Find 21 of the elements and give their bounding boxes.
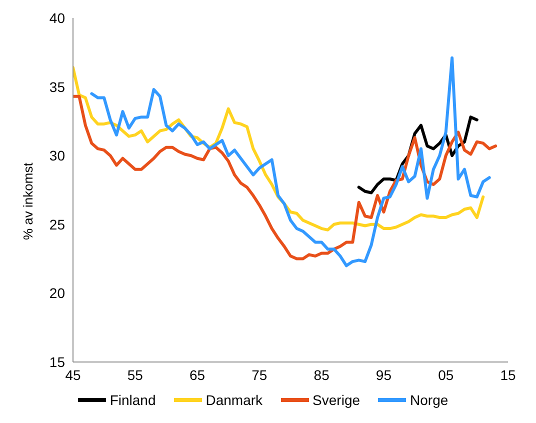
y-axis-title: % av inkomst [20,162,36,240]
legend-label: Norge [410,392,448,408]
x-tick-label: 05 [438,366,454,383]
y-tick-label: 40 [49,10,66,26]
x-tick-label: 55 [127,366,144,383]
x-tick-label: 45 [65,366,81,383]
x-tick-label: 95 [376,366,392,383]
y-tick-label: 20 [49,285,66,302]
legend-label: Danmark [206,392,263,408]
y-tick-label: 35 [49,78,66,95]
legend-label: Sverige [312,392,360,408]
x-tick-label: 75 [252,366,268,383]
line-series [90,56,491,268]
x-tick-label: 15 [500,366,516,383]
y-tick-label: 15 [49,354,66,370]
legend-label: Finland [110,392,156,408]
y-tick-label: 30 [49,148,66,164]
x-tick-label: 85 [314,366,330,383]
line-series [73,94,498,260]
x-tick-label: 65 [189,366,206,383]
y-tick-label: 25 [49,216,66,232]
